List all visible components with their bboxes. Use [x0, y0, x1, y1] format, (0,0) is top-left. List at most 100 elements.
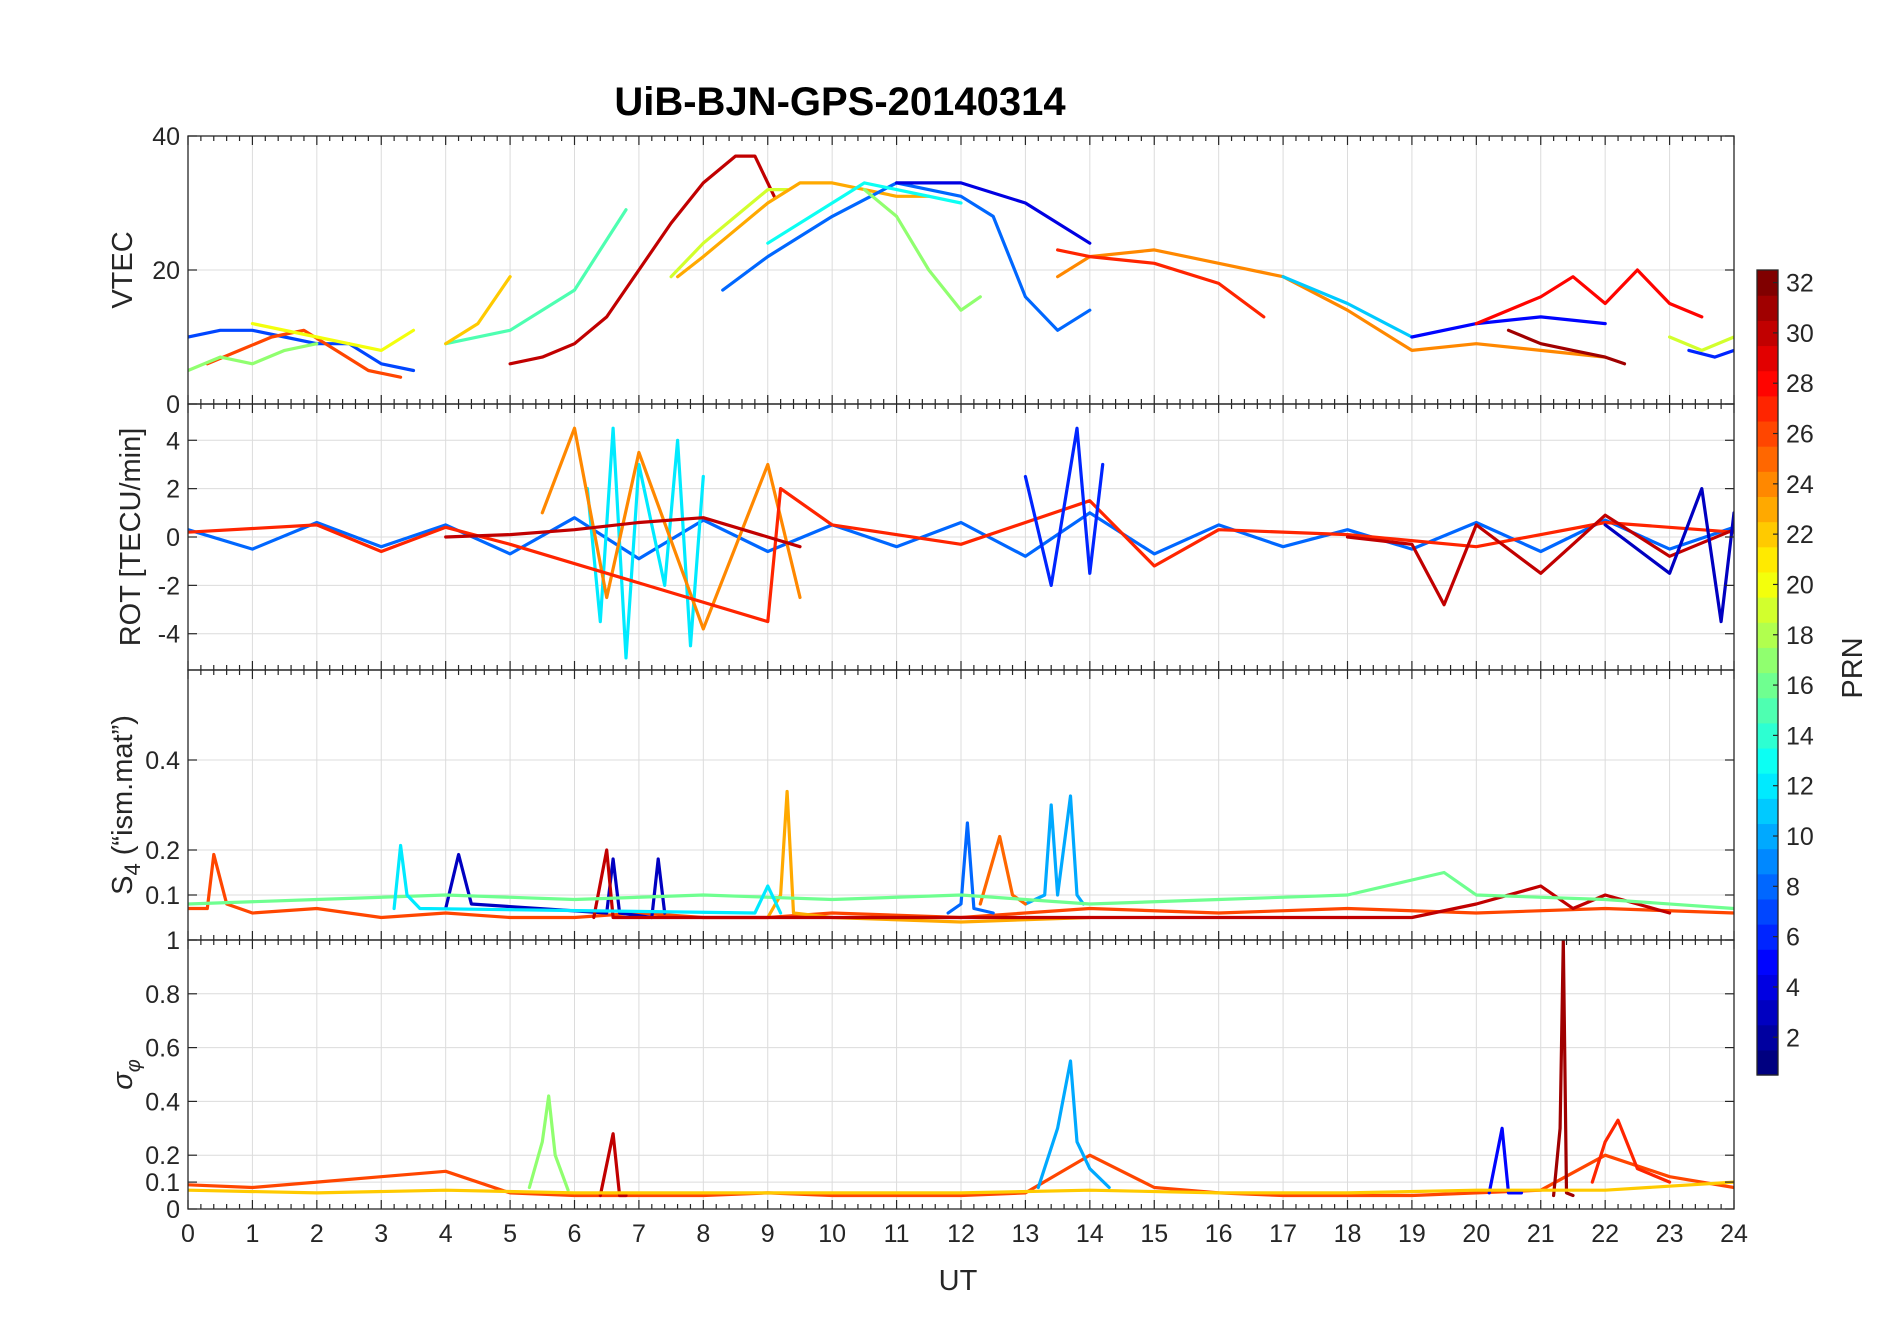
vtec-series-prn-4-7	[894, 181, 1092, 245]
vtec-series-prn-23-2	[675, 181, 931, 279]
colorbar-swatch	[1757, 949, 1778, 975]
colorbar-frame	[1756, 269, 1779, 1076]
x-tick-label: 12	[947, 1220, 975, 1248]
sigma_phi-series-prn-22-7	[188, 1180, 1734, 1195]
sigma_phi-ytick-label: 1	[166, 927, 180, 955]
x-tick-label: 9	[761, 1220, 775, 1248]
colorbar-swatch	[1757, 747, 1778, 774]
colorbar-tick-label: 4	[1786, 974, 1800, 1002]
vtec-series-prn-30-0	[508, 154, 776, 366]
sigma_phi-series-prn-30-4	[598, 1132, 628, 1198]
colorbar-tick-label: 16	[1786, 672, 1814, 700]
colorbar-swatch	[1757, 571, 1778, 598]
sigma_phi-y-axis-label: σφ	[107, 1059, 145, 1090]
colorbar-tick-label: 8	[1786, 873, 1800, 901]
rot-ytick-label: -2	[158, 572, 180, 600]
s4-series-prn-25-5	[978, 834, 1028, 906]
vtec-series-prn-5-11	[1410, 315, 1607, 339]
vtec-series-prn-28-12	[1474, 268, 1704, 326]
sigma_phi-series-prn-10-2	[1036, 1059, 1111, 1190]
s4-series-prn-12-8	[392, 843, 783, 915]
rot-series-prn-12-1	[585, 426, 705, 660]
s4-y-axis-label: S4 (“ism.mat”)	[107, 715, 145, 895]
colorbar-tick-label: 22	[1786, 521, 1814, 549]
x-tick-label: 10	[818, 1220, 846, 1248]
sigma_phi-ytick-label: 0	[166, 1196, 180, 1224]
panel-vtec: 0 20 40 VTEC	[107, 123, 1735, 419]
vtec-series-prn-19-1	[669, 188, 789, 279]
colorbar-swatch	[1757, 546, 1778, 573]
colorbar-tick-label: 32	[1786, 270, 1814, 298]
colorbar-swatch	[1757, 672, 1778, 699]
figure-title: UiB-BJN-GPS-20140314	[614, 80, 1066, 124]
rot-y-axis-label: ROT [TECU/min]	[115, 428, 147, 647]
colorbar-tick-label: 30	[1786, 320, 1814, 348]
colorbar-swatch	[1757, 898, 1778, 925]
panel-s4: 0.1 0.2 0.4S4 (“ism.mat”)	[107, 669, 1735, 941]
colorbar-swatch	[1757, 722, 1778, 749]
sigma_phi-series-prn-31-3	[1551, 940, 1575, 1198]
sigma_phi-ytick-label: 0.2	[145, 1142, 180, 1170]
sigma_phi-grid	[187, 939, 1735, 1210]
vtec-series-prn-22-17	[444, 275, 512, 346]
colorbar-tick-label: 26	[1786, 421, 1814, 449]
colorbar-swatch	[1757, 345, 1778, 372]
s4-ytick-label: 0.4	[145, 747, 180, 775]
s4-series	[188, 789, 1734, 924]
sigma_phi-ytick-label: 0.8	[145, 981, 180, 1009]
vtec-series-prn-7-14	[188, 328, 416, 373]
colorbar-swatch	[1757, 697, 1778, 724]
x-tick-label: 23	[1656, 1220, 1684, 1248]
colorbar-tick-label: 12	[1786, 773, 1814, 801]
vtec-y-axis-label: VTEC	[107, 231, 139, 308]
s4-series-prn-30-6	[592, 848, 1672, 920]
colorbar-tick-label: 2	[1786, 1024, 1800, 1052]
colorbar-swatch	[1757, 647, 1778, 674]
x-tick-label: 17	[1269, 1220, 1297, 1248]
x-tick-label: 15	[1140, 1220, 1168, 1248]
colorbar-swatch	[1757, 798, 1778, 825]
colorbar-swatch	[1757, 873, 1778, 900]
vtec-series-prn-13-5	[766, 181, 963, 245]
x-tick-label: 8	[696, 1220, 710, 1248]
s4-series-prn-3-1	[444, 852, 667, 920]
rot-series	[188, 426, 1734, 660]
vtec-series-prn-17-18	[188, 342, 319, 373]
vtec-series-prn-15-4	[444, 208, 628, 346]
colorbar-swatch	[1757, 420, 1778, 447]
s4-ytick-label: 0.2	[145, 837, 180, 865]
vtec-series-prn-8-3	[721, 181, 1092, 332]
vtec-series-prn-26-15	[205, 328, 403, 379]
vtec-grid	[187, 135, 1735, 405]
rot-ytick-label: 0	[166, 524, 180, 552]
colorbar-swatch	[1757, 848, 1778, 875]
sigma_phi-series-prn-5-5	[1487, 1126, 1524, 1195]
rot-series-prn-27-3	[188, 487, 1734, 624]
vtec-series-prn-6-20	[1687, 348, 1734, 359]
x-tick-label: 3	[374, 1220, 388, 1248]
colorbar-swatch	[1757, 370, 1778, 397]
x-tick-label: 4	[439, 1220, 453, 1248]
vtec-series-prn-27-9	[1055, 248, 1266, 319]
s4-series-prn-8-4	[946, 821, 995, 915]
colorbar-tick-label: 28	[1786, 370, 1814, 398]
vtec-ytick-label: 20	[152, 257, 180, 285]
vtec-series-prn-17-6	[862, 188, 982, 312]
rot-ytick-label: 4	[166, 427, 180, 455]
rot-ytick-label: 2	[166, 476, 180, 504]
colorbar-swatch	[1757, 471, 1778, 498]
colorbar-tick-label: 20	[1786, 571, 1814, 599]
vtec-ytick-label: 0	[166, 391, 180, 419]
x-tick-label: 20	[1462, 1220, 1490, 1248]
rot-series-prn-6-4	[1023, 426, 1105, 588]
x-tick-label: 5	[503, 1220, 517, 1248]
vtec-ytick-label: 40	[152, 123, 180, 151]
x-tick-label: 0	[181, 1220, 195, 1248]
rot-ytick-label: -4	[158, 621, 180, 649]
x-tick-label: 18	[1334, 1220, 1362, 1248]
x-axis-label: UT	[939, 1265, 978, 1297]
colorbar-swatch	[1757, 270, 1778, 296]
